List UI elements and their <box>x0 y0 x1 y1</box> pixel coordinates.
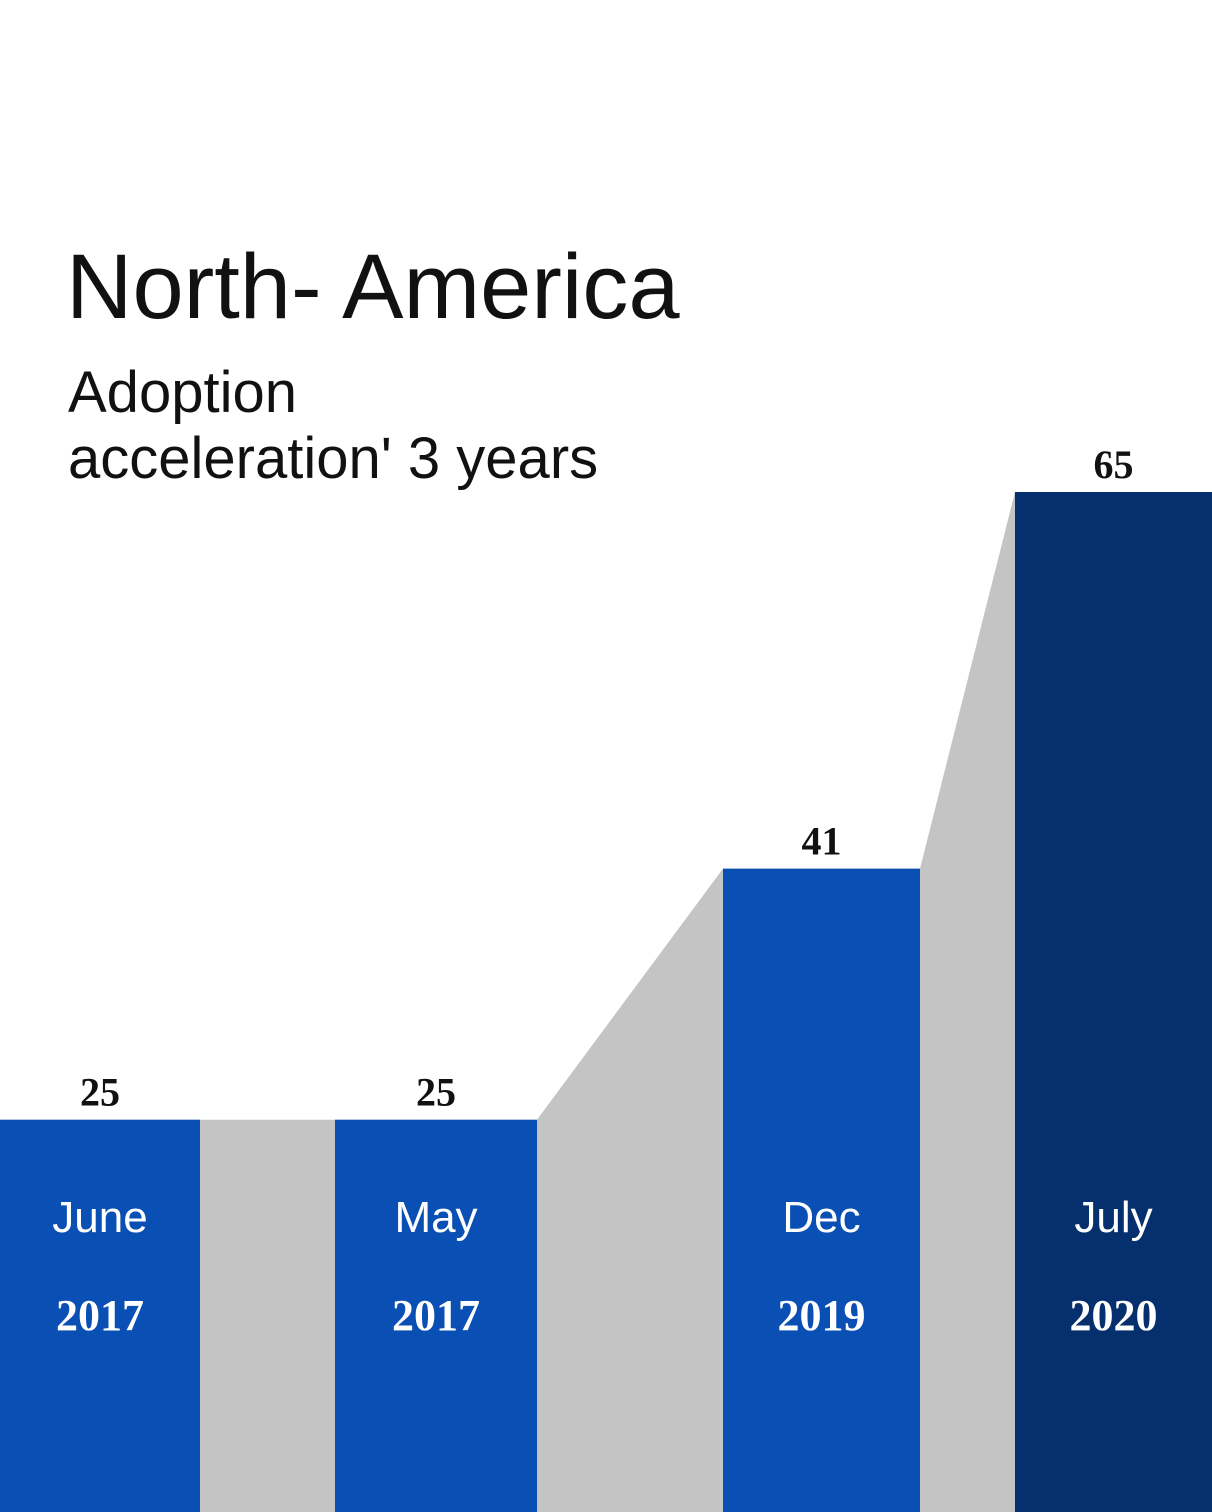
category-label: 2017 <box>56 1291 144 1340</box>
bar <box>335 1119 537 1512</box>
bar <box>0 1119 200 1512</box>
value-label: 25 <box>80 1070 120 1115</box>
chart-title: North- America <box>66 236 680 338</box>
bar <box>1015 492 1212 1512</box>
category-label: May <box>394 1193 477 1242</box>
category-label: Dec <box>782 1193 860 1242</box>
connector <box>920 492 1015 1512</box>
category-label: July <box>1074 1193 1152 1242</box>
value-label: 41 <box>802 819 842 864</box>
chart-subtitle: acceleration' 3 years <box>68 426 598 491</box>
connector <box>200 1119 335 1512</box>
value-label: 65 <box>1094 442 1134 487</box>
bar <box>723 868 920 1512</box>
value-label: 25 <box>416 1070 456 1115</box>
category-label: June <box>52 1193 147 1242</box>
category-label: 2020 <box>1070 1291 1158 1340</box>
connector <box>537 868 723 1512</box>
chart-subtitle: Adoption <box>68 360 297 425</box>
category-label: 2019 <box>778 1291 866 1340</box>
category-label: 2017 <box>392 1291 480 1340</box>
